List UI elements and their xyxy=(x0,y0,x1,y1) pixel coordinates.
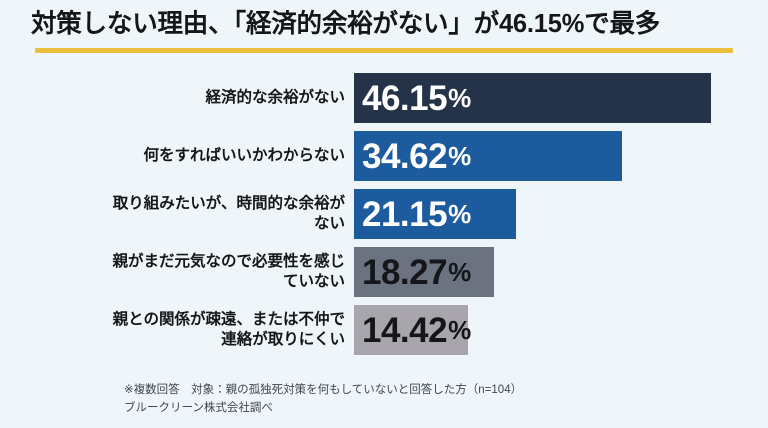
bar-value-label: 14.42% xyxy=(362,305,471,355)
bar-segment: 18.27% xyxy=(354,247,494,297)
chart-row: 親との関係が疎遠、または不仲で 連絡が取りにくい 14.42% xyxy=(0,305,768,355)
bar-category-label: 親との関係が疎遠、または不仲で 連絡が取りにくい xyxy=(112,310,345,348)
chart-row: 経済的な余裕がない 46.15% xyxy=(0,73,768,123)
page-title: 対策しない理由、「経済的余裕がない」が46.15%で最多 xyxy=(31,10,661,38)
percent-symbol: % xyxy=(448,83,471,113)
title-underline-rule xyxy=(35,48,733,53)
bar-value-number: 34.62 xyxy=(362,136,448,176)
bar-segment: 14.42% xyxy=(354,305,471,355)
bar-category-label: 取り組みたいが、時間的な余裕が ない xyxy=(112,194,345,232)
chart-row: 親がまだ元気なので必要性を感じ ていない 18.27% xyxy=(0,247,768,297)
chart-row: 何をすればいいかわからない 34.62% xyxy=(0,131,768,181)
bar-value-number: 18.27 xyxy=(362,252,448,292)
bar-category-label: 経済的な余裕がない xyxy=(205,88,345,106)
bar-value-label: 46.15% xyxy=(362,73,471,123)
percent-symbol: % xyxy=(448,257,471,287)
bar-value-number: 21.15 xyxy=(362,194,448,234)
percent-symbol: % xyxy=(448,141,471,171)
bar-value-number: 46.15 xyxy=(362,78,448,118)
bar-segment: 34.62% xyxy=(354,131,622,181)
bar-category-label: 親がまだ元気なので必要性を感じ ていない xyxy=(112,252,345,290)
chart-row: 取り組みたいが、時間的な余裕が ない 21.15% xyxy=(0,189,768,239)
bar-value-label: 18.27% xyxy=(362,247,471,297)
percent-symbol: % xyxy=(448,199,471,229)
bar-value-label: 21.15% xyxy=(362,189,471,239)
bar-value-number: 14.42 xyxy=(362,310,448,350)
bar-chart: 経済的な余裕がない 46.15% 何をすればいいかわからない 34.62% 取り… xyxy=(0,73,768,363)
percent-symbol: % xyxy=(448,315,471,345)
bar-value-label: 34.62% xyxy=(362,131,471,181)
title-block: 対策しない理由、「経済的余裕がない」が46.15%で最多 xyxy=(31,8,737,53)
footnote-text: ※複数回答 対象：親の孤独死対策を何もしていないと回答した方（n=104） ブル… xyxy=(124,384,523,414)
bar-segment: 46.15% xyxy=(354,73,711,123)
bar-segment: 21.15% xyxy=(354,189,516,239)
bar-category-label: 何をすればいいかわからない xyxy=(143,146,345,164)
